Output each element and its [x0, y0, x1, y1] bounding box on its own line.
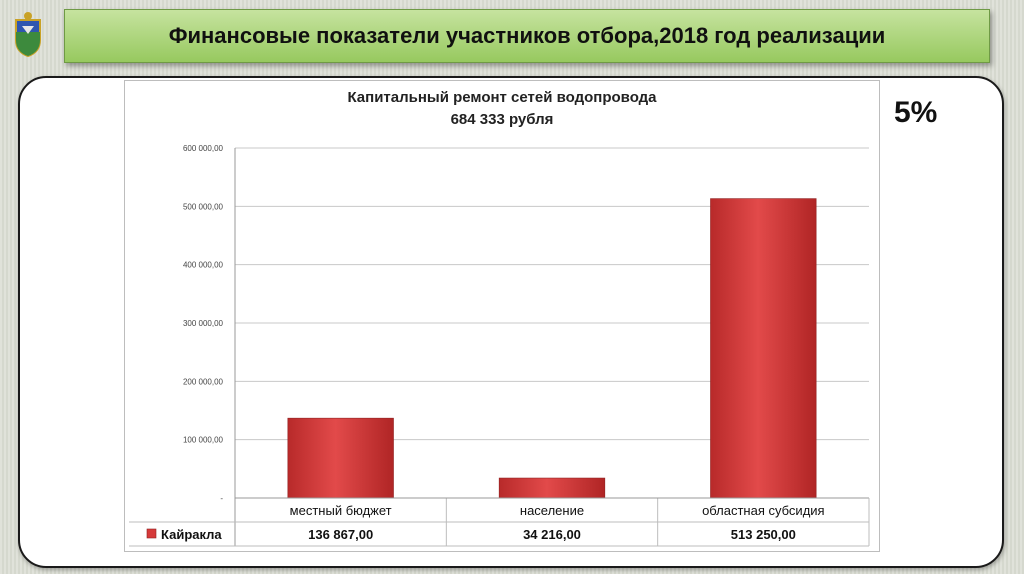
percent-badge: 5%	[894, 96, 938, 129]
chart-subtitle: 684 333 рубля	[450, 111, 554, 128]
y-tick-label: 600 000,00	[183, 144, 224, 153]
data-table-value: 136 867,00	[308, 527, 373, 542]
page-title: Финансовые показатели участников отбора,…	[64, 9, 990, 63]
bar	[498, 477, 606, 499]
bar	[287, 417, 394, 499]
category-label: местный бюджет	[290, 503, 392, 518]
legend-label: Кайракла	[161, 527, 222, 542]
legend-swatch	[146, 528, 157, 539]
data-table-value: 34 216,00	[523, 527, 581, 542]
y-tick-label: 500 000,00	[183, 202, 224, 211]
y-tick-label: 400 000,00	[183, 261, 224, 270]
y-tick-label: -	[220, 494, 223, 503]
chart-title: Капитальный ремонт сетей водопровода	[347, 89, 657, 106]
data-table-value: 513 250,00	[731, 527, 796, 542]
category-label: областная субсидия	[702, 503, 825, 518]
category-label: население	[520, 503, 584, 518]
coat-of-arms-icon	[15, 12, 41, 58]
bar	[710, 198, 817, 499]
y-tick-label: 100 000,00	[183, 436, 224, 445]
y-tick-label: 200 000,00	[183, 377, 224, 386]
bar-chart: - 100 000,00 200 000,00 300 000,00 400 000,0…	[129, 144, 870, 547]
chart-area: Капитальный ремонт сетей водопровода 684…	[124, 80, 880, 552]
y-tick-label: 300 000,00	[183, 319, 224, 328]
